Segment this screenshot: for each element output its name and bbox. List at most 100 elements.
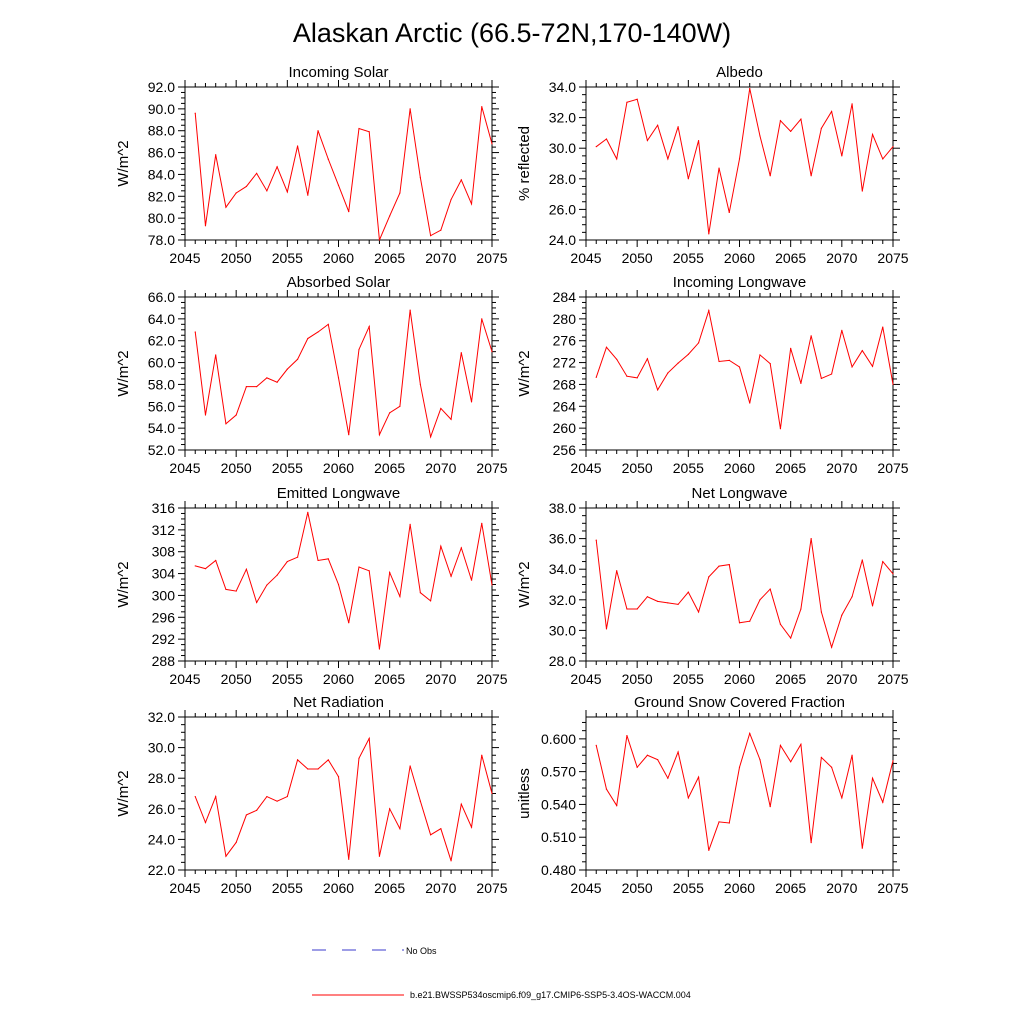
panel-net-radiation-data-point (399, 828, 401, 830)
panel-net-radiation-data-point (481, 754, 483, 756)
panel-incoming-longwave-data-point (595, 376, 597, 378)
panel-incoming-solar-xtick-label: 2065 (374, 250, 405, 266)
panel-net-radiation-xtick-label: 2055 (272, 880, 303, 896)
panel-incoming-solar-data-point (296, 145, 299, 147)
panel-emitted-longwave-xtick-label: 2065 (374, 671, 405, 687)
panel-albedo-xtick-label: 2075 (877, 250, 908, 266)
panel-emitted-longwave-data-point (276, 574, 278, 576)
panel-absorbed-solar-xtick-label: 2055 (272, 460, 303, 476)
panel-albedo: Albedo % reflected 2045 2050 2055 2060 2065 207… (516, 64, 909, 266)
panel-incoming-solar-ytick-label: 78.0 (148, 232, 175, 248)
panel-albedo-xtick-label: 2045 (570, 250, 601, 266)
panel-incoming-longwave-data-point (657, 389, 659, 391)
panel-absorbed-solar-data-point (430, 436, 432, 438)
panel-albedo-data-point (667, 158, 669, 160)
panel-incoming-solar-data-point (215, 154, 217, 156)
panel-ground-snow-covered-fraction-data-point (769, 806, 771, 808)
panel-absorbed-solar-data-point (286, 368, 288, 370)
panel-absorbed-solar-data-point (256, 386, 258, 388)
panel-net-radiation-ytick-label: 32.0 (148, 709, 175, 725)
panel-ground-snow-covered-fraction-data-point (667, 777, 669, 779)
panel-absorbed-solar-data-point (470, 401, 473, 403)
panel-net-radiation-data-point (378, 855, 381, 857)
panel-incoming-solar-data-point (194, 112, 196, 114)
panel-incoming-longwave-data-point (616, 358, 618, 360)
panel-incoming-solar-ytick-label: 88.0 (148, 123, 175, 139)
panel-emitted-longwave-data-point (470, 579, 473, 581)
panel-ground-snow-covered-fraction-data-point (831, 766, 833, 768)
panel-incoming-solar-data-point (348, 210, 350, 213)
panel-ground-snow-covered-fraction-data-point (677, 751, 679, 753)
panel-absorbed-solar: Absorbed Solar W/m^2 2045 2050 2055 2060 2065 2… (115, 274, 508, 476)
panel-albedo-title: Albedo (716, 64, 763, 81)
panel-emitted-longwave-xtick-label: 2075 (476, 671, 507, 687)
panel-absorbed-solar-data-point (389, 412, 391, 414)
panel-ground-snow-covered-fraction-xtick-label: 2060 (724, 880, 755, 896)
panel-absorbed-solar-data-point (204, 414, 207, 416)
panel-ground-snow-covered-fraction-data-point (657, 759, 659, 761)
panel-ground-snow-covered-fraction-data-point (861, 847, 863, 849)
panel-emitted-longwave-xtick-label: 2060 (323, 671, 354, 687)
panel-incoming-solar-data-point (245, 185, 247, 188)
panel-incoming-solar-data-point (204, 225, 207, 227)
panel-ground-snow-covered-fraction-ylabel: unitless (516, 768, 533, 819)
panel-net-longwave-data-point (749, 620, 751, 622)
panel-albedo-data-point (892, 146, 894, 148)
panel-incoming-longwave-data-point (882, 326, 884, 328)
panel-net-radiation-data-point (317, 768, 319, 770)
panel-net-longwave-data-point (595, 539, 597, 541)
panel-absorbed-solar-data-point (235, 414, 237, 416)
panel-incoming-solar-data-point (337, 184, 340, 186)
panel-emitted-longwave-data-point (430, 600, 432, 602)
panel-albedo-data-point (697, 139, 700, 142)
panel-incoming-longwave-data-point (779, 428, 782, 430)
panel-absorbed-solar-data-point (215, 354, 217, 356)
panel-emitted-longwave-data-point (409, 523, 411, 525)
panel-incoming-solar-xtick-label: 2055 (272, 250, 303, 266)
legend-label-model: b.e21.BWSSP534oscmip6.f09_g17.CMIP6-SSP5… (410, 990, 691, 1000)
panel-emitted-longwave-xtick-label: 2070 (425, 671, 456, 687)
panel-emitted-longwave-data-point (440, 545, 442, 547)
panel-ground-snow-covered-fraction-ytick-label: 0.540 (541, 796, 576, 812)
panel-incoming-longwave-ytick-label: 272 (553, 355, 577, 371)
panel-emitted-longwave-data-point (215, 559, 217, 562)
panel-net-longwave-ylabel: W/m^2 (516, 561, 533, 607)
panel-net-radiation-data-point (419, 800, 421, 802)
panel-incoming-longwave-xtick-label: 2045 (570, 460, 601, 476)
panel-net-radiation-series-line (194, 736, 493, 861)
panel-incoming-longwave-data-point (646, 358, 649, 360)
panel-incoming-solar-data-point (470, 203, 473, 205)
panel-net-longwave-data-point (646, 596, 649, 598)
panel-incoming-solar-data-point (327, 158, 329, 160)
panel-emitted-longwave-data-point (358, 566, 360, 568)
panel-ground-snow-covered-fraction-title: Ground Snow Covered Fraction (634, 694, 845, 711)
panel-net-longwave-data-point (779, 623, 782, 625)
panel-albedo-data-point (841, 155, 843, 157)
panel-net-radiation-data-point (409, 765, 411, 767)
panel-incoming-longwave-xtick-label: 2055 (673, 460, 704, 476)
panel-emitted-longwave-data-point (481, 522, 483, 524)
panel-incoming-solar-data-point (460, 179, 462, 181)
legend-label-no-obs: No Obs (406, 946, 437, 956)
panel-net-longwave-xtick-label: 2065 (775, 671, 806, 687)
panel-emitted-longwave-data-point (317, 559, 319, 562)
panel-net-longwave-data-point (677, 603, 679, 605)
panel-incoming-solar-data-point (491, 143, 493, 145)
panel-albedo-data-point (616, 158, 618, 160)
panel-net-longwave-data-point (718, 565, 720, 567)
panel-absorbed-solar-data-point (460, 352, 462, 354)
panel-net-longwave-data-point (728, 564, 730, 566)
panel-absorbed-solar-data-point (440, 407, 442, 410)
panel-incoming-solar-data-point (286, 191, 288, 193)
panel-incoming-longwave-ytick-label: 256 (553, 442, 577, 458)
panel-emitted-longwave-ytick-label: 312 (152, 522, 176, 538)
panel-net-radiation-data-point (430, 834, 432, 836)
panel-albedo-data-point (769, 175, 771, 177)
panel-emitted-longwave-data-point (245, 568, 247, 570)
panel-albedo-data-point (861, 190, 863, 192)
panel-net-longwave-ytick-label: 32.0 (549, 592, 576, 608)
panel-net-radiation-data-point (389, 808, 391, 810)
panel-absorbed-solar-xtick-label: 2050 (221, 460, 252, 476)
panel-incoming-solar-xtick-label: 2070 (425, 250, 456, 266)
